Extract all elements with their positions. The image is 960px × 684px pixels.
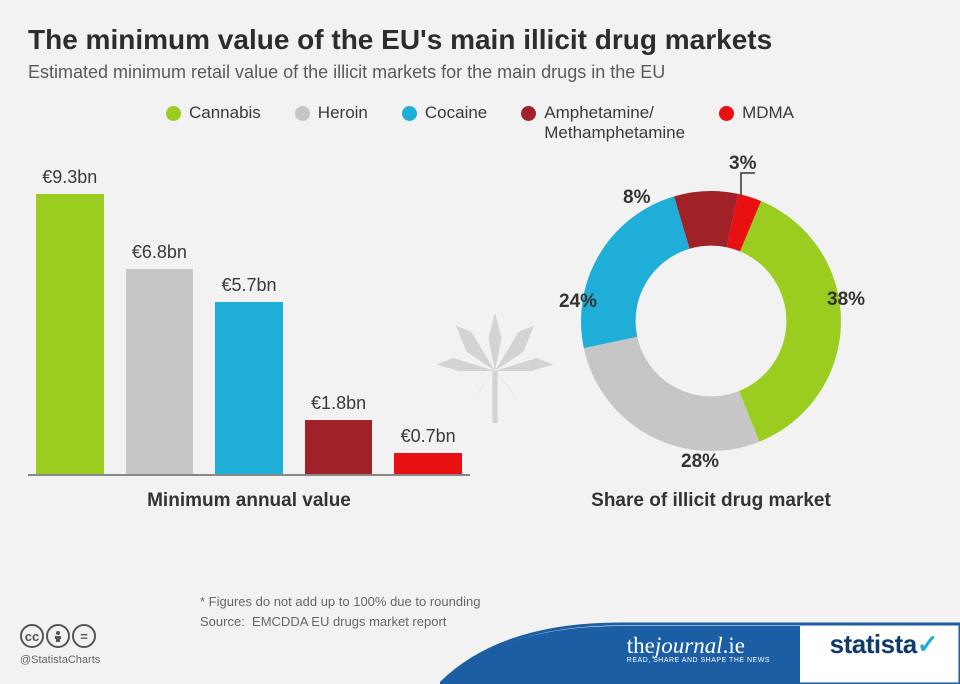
chart-title: The minimum value of the EU's main illic… [28, 24, 932, 56]
nd-icon: = [72, 624, 96, 648]
bar [305, 420, 373, 474]
donut-slice-label: 24% [559, 291, 597, 313]
legend-swatch [166, 106, 181, 121]
bar-value-label: €6.8bn [132, 242, 187, 263]
donut-slice-label: 38% [827, 289, 865, 311]
bar-wrap: €5.7bn [215, 275, 283, 474]
bar-chart-area: €9.3bn€6.8bn€5.7bn€1.8bn€0.7bn [28, 166, 470, 476]
donut-chart-panel: 3%38%28%24%8% Share of illicit drug mark… [490, 166, 932, 512]
legend-swatch [719, 106, 734, 121]
legend-swatch [295, 106, 310, 121]
bar-wrap: €9.3bn [36, 167, 104, 474]
thejournal-logo: thejournal.ie READ, SHARE AND SHAPE THE … [627, 633, 770, 664]
statista-logo: statista✓ [830, 629, 938, 660]
by-icon [46, 624, 70, 648]
legend-swatch [521, 106, 536, 121]
bar-wrap: €6.8bn [126, 242, 194, 474]
donut-slice-label: 8% [623, 187, 650, 209]
legend-item: Cocaine [402, 103, 487, 123]
legend-label: MDMA [742, 103, 794, 123]
bar-value-label: €9.3bn [42, 167, 97, 188]
donut-chart-caption: Share of illicit drug market [490, 490, 932, 512]
legend: Cannabis Heroin Cocaine Amphetamine/Methamp… [28, 103, 932, 142]
bar [394, 453, 462, 474]
bar [215, 302, 283, 474]
donut-chart-area: 3%38%28%24%8% [490, 166, 932, 476]
bar-chart-caption: Minimum annual value [28, 490, 470, 512]
legend-item: MDMA [719, 103, 794, 123]
bar-value-label: €1.8bn [311, 393, 366, 414]
cannabis-leaf-icon [430, 306, 560, 436]
legend-swatch [402, 106, 417, 121]
legend-label: Cannabis [189, 103, 261, 123]
chart-subtitle: Estimated minimum retail value of the il… [28, 62, 932, 83]
bar [36, 194, 104, 474]
donut-slice-label: 3% [729, 153, 756, 175]
legend-item: Cannabis [166, 103, 261, 123]
legend-item: Amphetamine/Methamphetamine [521, 103, 685, 142]
legend-label: Cocaine [425, 103, 487, 123]
statista-handle: @StatistaCharts [20, 654, 100, 666]
footer: * Figures do not add up to 100% due to r… [0, 592, 960, 684]
bar [126, 269, 194, 474]
legend-item: Heroin [295, 103, 368, 123]
cc-icon: cc [20, 624, 44, 648]
cc-license-icons: cc = [20, 624, 96, 648]
bar-value-label: €5.7bn [221, 275, 276, 296]
legend-label: Amphetamine/Methamphetamine [544, 103, 685, 142]
donut-slice-label: 28% [681, 451, 719, 473]
bar-chart-panel: €9.3bn€6.8bn€5.7bn€1.8bn€0.7bn Minimum a… [28, 166, 470, 512]
legend-label: Heroin [318, 103, 368, 123]
bar-wrap: €1.8bn [305, 393, 373, 474]
